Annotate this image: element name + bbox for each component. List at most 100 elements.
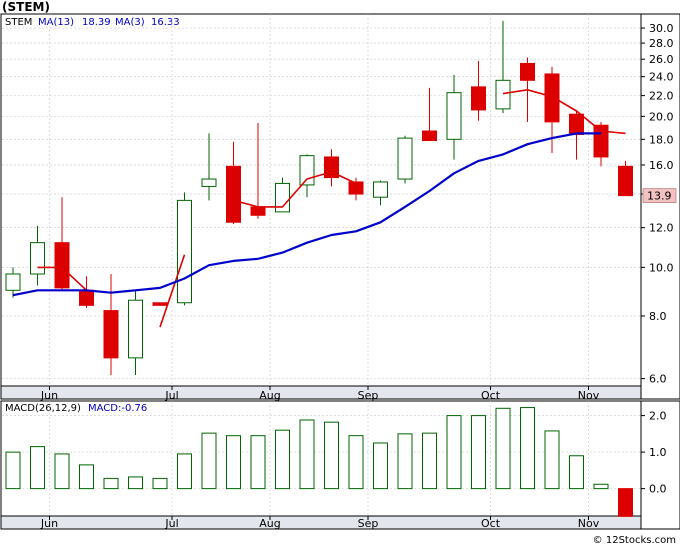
macd-bar — [446, 415, 462, 490]
candle — [569, 110, 584, 160]
y-tick-label: 22.0 — [649, 90, 674, 103]
x-tick-label: Jul — [164, 389, 178, 402]
candle-body — [79, 289, 94, 306]
price-panel: 6.08.010.012.014.016.018.020.022.024.026… — [0, 13, 680, 402]
y-tick-label: 8.0 — [649, 310, 667, 323]
y-tick-label: 30.0 — [649, 22, 674, 35]
candle — [128, 290, 143, 376]
candle — [54, 197, 70, 291]
macd-bar — [299, 419, 315, 490]
candle — [152, 302, 168, 306]
candle — [103, 273, 119, 376]
ma13-line — [12, 132, 601, 297]
macd-bar — [348, 435, 364, 490]
y-tick-label: 10.0 — [649, 261, 674, 274]
legend-ma3-value: 16.33 — [151, 17, 180, 28]
candle-body — [348, 181, 364, 195]
candle-body — [250, 206, 266, 216]
x-axis-band — [0, 515, 642, 530]
macd-bar — [495, 407, 511, 490]
candle-body — [5, 273, 21, 291]
y-tick-label: 16.0 — [649, 159, 674, 172]
y-tick-label: 20.0 — [649, 110, 674, 123]
macd-legend-value: MACD:-0.76 — [88, 403, 147, 414]
macd-bar — [471, 415, 486, 490]
legend-ma3-label: MA(3) — [115, 17, 145, 28]
candle-body — [397, 137, 413, 180]
y-tick-label: 6.0 — [649, 373, 667, 386]
macd-legend-label: MACD(26,12,9) — [5, 403, 81, 414]
ma3-line — [37, 89, 626, 328]
macd-bar — [569, 455, 584, 490]
candle-body — [373, 181, 388, 198]
x-tick-label: Aug — [259, 389, 280, 402]
candle-body — [152, 302, 168, 306]
macd-bar — [152, 477, 168, 490]
x-tick-label: Jul — [164, 517, 178, 530]
watermark: © 12Stocks.com — [593, 535, 676, 546]
candle-body — [471, 86, 486, 111]
legend-ma13-label: MA(13) — [38, 17, 74, 28]
x-tick-label: Sep — [358, 389, 379, 402]
macd-bar — [177, 453, 192, 490]
candle-body — [54, 242, 70, 289]
candle — [201, 133, 217, 201]
x-tick-label: Aug — [259, 517, 280, 530]
candle — [373, 180, 388, 206]
y-tick-label: 18.0 — [649, 133, 674, 146]
candle-body — [520, 62, 535, 81]
candle — [324, 149, 339, 187]
macd-bar — [544, 430, 560, 490]
candle — [30, 225, 45, 286]
panel-border — [0, 13, 680, 400]
last-price-label: 13.9 — [647, 190, 672, 203]
macd-bar — [103, 477, 119, 490]
macd-bar — [30, 446, 45, 490]
legend-ticker: STEM — [5, 17, 32, 28]
candle-body — [103, 310, 119, 359]
macd-bar — [373, 442, 388, 490]
x-tick-label: Oct — [481, 517, 501, 530]
y-tick-label: 26.0 — [649, 53, 674, 66]
macd-bar — [397, 433, 413, 490]
candle-body — [201, 178, 217, 187]
macd-bar — [618, 488, 633, 517]
x-tick-label: Oct — [481, 389, 501, 402]
x-tick-label: Jun — [40, 389, 58, 402]
candle — [422, 87, 437, 142]
candle-body — [618, 165, 633, 197]
legend-ma13-value: 18.39 — [82, 17, 111, 28]
x-axis-band — [0, 385, 642, 400]
y-tick-label: 1.0 — [649, 446, 667, 459]
y-tick-label: 24.0 — [649, 71, 674, 84]
candle — [618, 160, 633, 197]
x-tick-label: Nov — [578, 389, 600, 402]
macd-bar — [54, 453, 70, 490]
macd-bar — [79, 464, 94, 490]
macd-bar — [5, 451, 21, 490]
y-tick-label: 0.0 — [649, 483, 667, 496]
candle — [495, 20, 511, 114]
candle — [299, 154, 315, 198]
symbol-label: (STEM) — [2, 0, 50, 14]
candle-body — [422, 130, 437, 142]
y-tick-label: 12.0 — [649, 222, 674, 235]
x-tick-label: Sep — [358, 517, 379, 530]
macd-panel: 0.0 1.0 2.0 Jun Jul Aug Sep Oct Nov — [0, 400, 680, 530]
candle-body — [569, 113, 584, 136]
macd-bar — [128, 476, 143, 490]
macd-bar — [520, 407, 535, 490]
candle — [471, 60, 486, 121]
macd-legend: MACD(26,12,9) MACD:-0.76 — [5, 403, 147, 414]
candle — [79, 276, 94, 308]
macd-bar — [422, 432, 437, 490]
macd-bar — [226, 435, 241, 490]
macd-bar — [275, 429, 290, 490]
candle — [446, 74, 462, 160]
candle — [250, 123, 266, 219]
candle — [177, 192, 192, 306]
x-tick-label: Jun — [40, 517, 58, 530]
macd-bar — [201, 432, 217, 490]
candle-body — [495, 79, 511, 110]
